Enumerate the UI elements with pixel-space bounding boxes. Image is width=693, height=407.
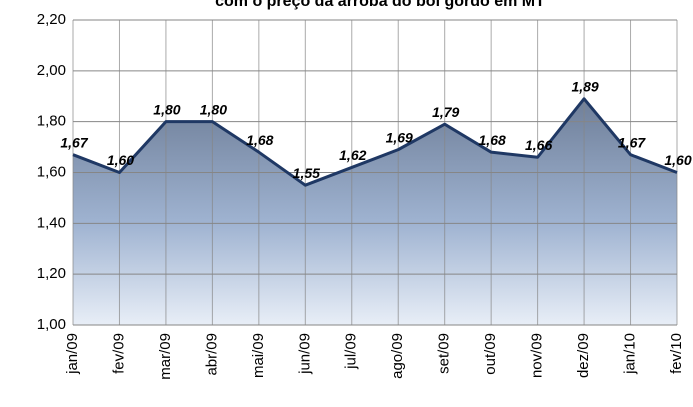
x-tick-label: ago/09 <box>389 333 406 379</box>
x-tick-label: dez/09 <box>575 333 592 378</box>
x-tick-label: abr/09 <box>203 333 220 376</box>
data-label: 1,89 <box>571 78 598 94</box>
x-tick-label: fev/09 <box>110 333 127 374</box>
data-label: 1,68 <box>479 132 506 148</box>
y-tick-label: 1,20 <box>37 265 66 282</box>
x-tick-label: jul/09 <box>343 333 360 370</box>
data-label: 1,66 <box>525 137 552 153</box>
data-label: 1,79 <box>432 104 459 120</box>
x-tick-label: nov/09 <box>529 333 546 378</box>
data-label: 1,80 <box>200 101 227 117</box>
data-label: 1,80 <box>153 101 180 117</box>
data-label: 1,67 <box>60 134 88 150</box>
data-label: 1,69 <box>386 129 413 145</box>
x-tick-label: jun/09 <box>296 333 313 375</box>
y-tick-label: 1,60 <box>37 163 66 180</box>
x-tick-label: mai/09 <box>250 333 267 378</box>
y-tick-label: 2,00 <box>37 62 66 79</box>
x-tick-label: jan/09 <box>64 333 81 375</box>
area <box>73 98 677 326</box>
y-tick-label: 1,40 <box>37 214 66 231</box>
line <box>72 97 678 187</box>
y-tick-label: 1,00 <box>37 316 66 333</box>
x-tick-label: fev/10 <box>668 333 685 374</box>
data-label: 1,55 <box>293 165 320 181</box>
chart-title: com o preço da arroba do boi gordo em MT <box>215 0 545 10</box>
data-label: 1,60 <box>107 152 134 168</box>
data-label: 1,60 <box>664 152 691 168</box>
x-tick-label: mar/09 <box>157 333 174 380</box>
y-tick-label: 1,80 <box>37 113 66 130</box>
x-tick-label: set/09 <box>436 333 453 374</box>
x-tick-label: jan/10 <box>622 333 639 375</box>
data-label: 1,67 <box>618 134 646 150</box>
y-tick-label: 2,20 <box>37 11 66 28</box>
data-label: 1,68 <box>246 132 273 148</box>
x-tick-label: out/09 <box>482 333 499 375</box>
data-label: 1,62 <box>339 147 366 163</box>
